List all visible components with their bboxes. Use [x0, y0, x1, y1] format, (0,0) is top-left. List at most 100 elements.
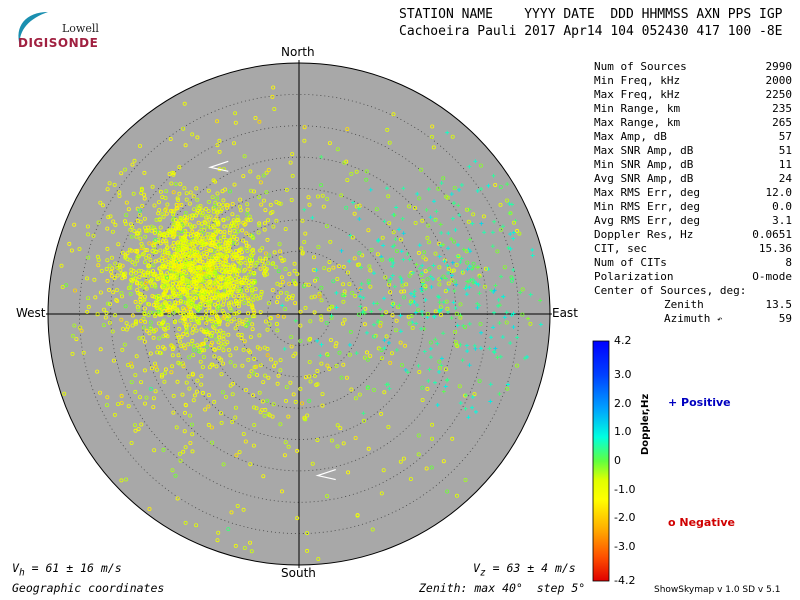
negative-source-point — [400, 283, 405, 288]
negative-source-point — [243, 439, 248, 444]
negative-source-point — [135, 288, 140, 293]
negative-source-point — [520, 312, 525, 317]
negative-source-point — [160, 239, 165, 244]
negative-source-point — [334, 363, 339, 368]
negative-source-point — [509, 275, 514, 280]
negative-source-point — [194, 316, 199, 321]
negative-source-point — [183, 233, 188, 238]
negative-source-point — [194, 523, 199, 528]
positive-source-point — [412, 300, 417, 305]
negative-source-point — [202, 275, 207, 280]
negative-source-point — [196, 220, 201, 225]
negative-source-point — [184, 197, 189, 202]
negative-source-point — [368, 268, 373, 273]
negative-source-point — [194, 285, 199, 290]
negative-source-point — [344, 375, 349, 380]
negative-source-point — [271, 261, 276, 266]
negative-source-point — [271, 364, 276, 369]
negative-source-point — [195, 135, 200, 140]
negative-source-point — [362, 322, 367, 327]
positive-source-point — [430, 276, 435, 281]
positive-source-point — [398, 313, 403, 318]
positive-source-point — [426, 378, 431, 383]
negative-source-point — [155, 277, 160, 282]
positive-source-point — [470, 277, 475, 282]
positive-source-point — [473, 346, 478, 351]
negative-source-point — [215, 229, 220, 234]
negative-source-point — [156, 309, 161, 314]
negative-source-point — [281, 314, 286, 319]
positive-source-point — [394, 347, 399, 352]
header-values: Cachoeira Pauli 2017 Apr14 104 052430 41… — [399, 24, 783, 39]
negative-source-point — [337, 350, 342, 355]
negative-source-point — [408, 476, 413, 481]
negative-source-point — [129, 440, 134, 445]
negative-source-point — [233, 120, 238, 125]
negative-source-point — [226, 303, 231, 308]
negative-source-point — [325, 363, 330, 368]
negative-source-point — [365, 385, 370, 390]
negative-source-point — [209, 340, 214, 345]
negative-source-point — [466, 219, 471, 224]
negative-source-point — [229, 510, 234, 515]
negative-source-point — [249, 549, 254, 554]
negative-source-point — [336, 264, 341, 269]
negative-source-point — [177, 339, 182, 344]
negative-source-point — [216, 297, 221, 302]
negative-source-point — [169, 343, 174, 348]
negative-source-point — [454, 262, 459, 267]
negative-source-point — [241, 431, 246, 436]
positive-source-point — [390, 264, 395, 269]
negative-source-point — [161, 320, 166, 325]
positive-source-point — [467, 264, 472, 269]
positive-source-point — [454, 282, 459, 287]
negative-source-point — [212, 204, 217, 209]
negative-source-point — [233, 268, 238, 273]
negative-source-point — [96, 263, 101, 268]
negative-source-point — [394, 318, 399, 323]
negative-source-point — [96, 257, 101, 262]
negative-source-point — [170, 353, 175, 358]
negative-source-point — [260, 399, 265, 404]
positive-source-point — [356, 206, 361, 211]
negative-source-point — [164, 241, 169, 246]
negative-source-point — [244, 243, 249, 248]
negative-source-point — [198, 359, 203, 364]
negative-source-point — [72, 323, 77, 328]
negative-source-point — [150, 269, 155, 274]
negative-source-point — [228, 353, 233, 358]
negative-source-point — [167, 305, 172, 310]
positive-source-point — [506, 245, 511, 250]
negative-source-point — [183, 520, 188, 525]
negative-source-point — [325, 353, 330, 358]
negative-source-point — [183, 346, 188, 351]
negative-source-point — [410, 325, 415, 330]
positive-source-point — [414, 262, 419, 267]
negative-source-point — [143, 234, 148, 239]
negative-source-point — [191, 239, 196, 244]
negative-source-point — [196, 319, 201, 324]
stat-row: Min Freq, kHz 2000 — [594, 74, 792, 88]
negative-source-point — [128, 291, 133, 296]
negative-source-point — [214, 215, 219, 220]
negative-source-point — [251, 371, 256, 376]
negative-source-point — [240, 363, 245, 368]
negative-source-point — [201, 263, 206, 268]
negative-source-point — [383, 275, 388, 280]
negative-source-point — [142, 339, 147, 344]
negative-source-point — [223, 394, 228, 399]
negative-source-point — [316, 244, 321, 249]
negative-source-point — [290, 152, 295, 157]
negative-source-point — [201, 354, 206, 359]
negative-source-point — [264, 190, 269, 195]
positive-source-point — [477, 303, 482, 308]
negative-source-point — [261, 474, 266, 479]
negative-source-point — [174, 272, 179, 277]
negative-source-point — [272, 250, 277, 255]
velocity-arrow — [208, 160, 229, 172]
negative-source-point — [315, 368, 320, 373]
negative-source-point — [430, 124, 435, 129]
negative-source-point — [164, 239, 169, 244]
negative-source-point — [178, 318, 183, 323]
negative-source-point — [194, 232, 199, 237]
